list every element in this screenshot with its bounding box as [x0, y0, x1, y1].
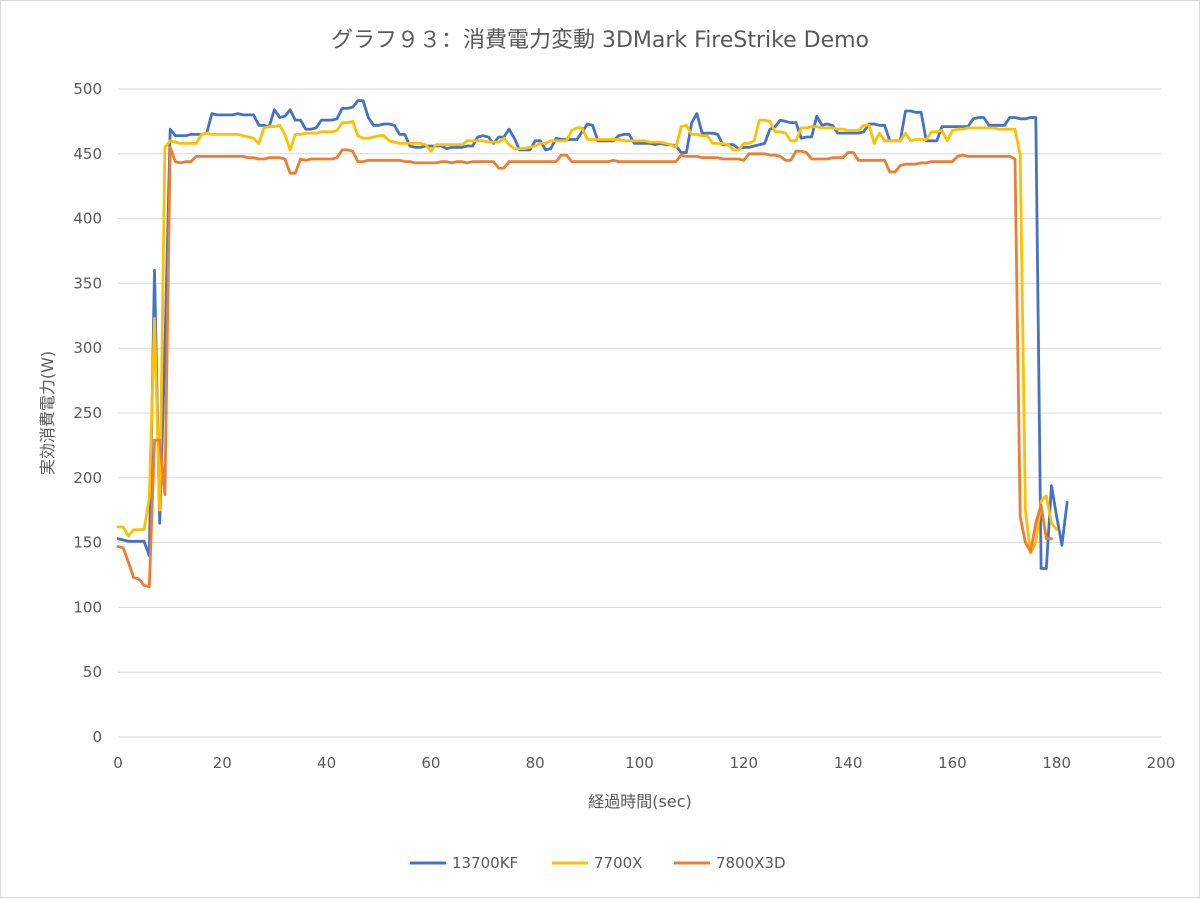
series-lines	[116, 99, 1069, 589]
y-axis-label: 実効消費電力(W)	[38, 351, 57, 475]
y-tick-label: 450	[73, 145, 102, 163]
legend-label-7800x3d: 7800X3D	[716, 854, 786, 872]
y-tick-label: 200	[73, 469, 102, 487]
gridlines	[118, 88, 1161, 738]
series-line-7800x3d	[116, 145, 1053, 589]
x-tick-label: 120	[729, 754, 758, 772]
x-tick-label: 0	[113, 754, 123, 772]
y-tick-labels: 0 50 100 150 200 250 300 350 400 450 500	[73, 80, 102, 746]
x-tick-label: 160	[938, 754, 967, 772]
series-line-7700x	[116, 118, 1059, 555]
x-axis-label: 経過時間(sec)	[588, 792, 691, 811]
series-line-13700kf	[116, 99, 1069, 570]
y-tick-label: 350	[73, 274, 102, 292]
x-tick-label: 140	[834, 754, 863, 772]
chart-title: グラフ９３：消費電力変動 3DMark FireStrike Demo	[331, 28, 869, 53]
x-tick-labels: 0 20 40 60 80 100 120 140 160 180 200	[113, 754, 1175, 772]
y-tick-label: 400	[73, 210, 102, 228]
y-tick-label: 300	[73, 339, 102, 357]
x-tick-label: 60	[421, 754, 440, 772]
y-tick-label: 50	[83, 663, 102, 681]
x-tick-label: 100	[625, 754, 654, 772]
x-tick-label: 180	[1042, 754, 1071, 772]
x-tick-label: 200	[1147, 754, 1176, 772]
y-tick-label: 500	[73, 80, 102, 98]
legend: 13700KF 7700X 7800X3D	[410, 854, 786, 872]
y-tick-label: 100	[73, 598, 102, 616]
y-tick-label: 150	[73, 534, 102, 552]
x-tick-label: 40	[317, 754, 336, 772]
x-tick-label: 20	[213, 754, 232, 772]
x-tick-label: 80	[526, 754, 545, 772]
legend-label-7700x: 7700X	[594, 854, 642, 872]
y-tick-label: 0	[92, 728, 102, 746]
y-tick-label: 250	[73, 404, 102, 422]
legend-label-13700kf: 13700KF	[452, 854, 518, 872]
